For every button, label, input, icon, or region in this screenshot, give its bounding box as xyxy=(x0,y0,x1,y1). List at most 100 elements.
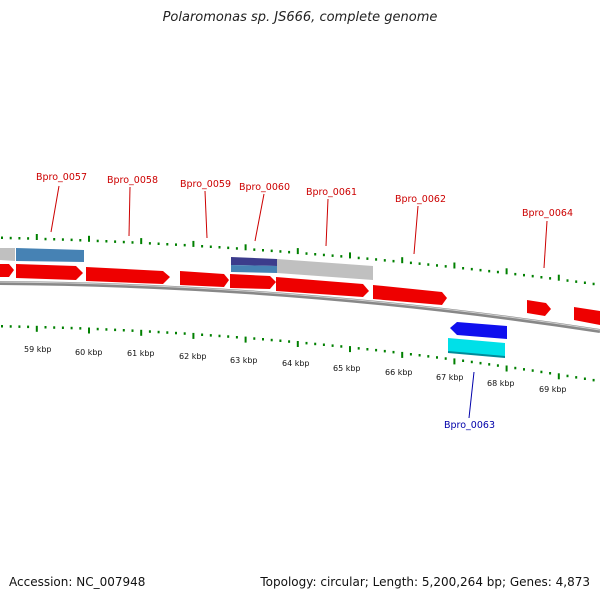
gene-arrow-56 xyxy=(0,264,14,277)
outer-track-tick xyxy=(140,238,143,245)
gene-label-bpro-0064[interactable]: Bpro_0064 xyxy=(522,208,573,219)
outer-track-tick xyxy=(209,245,212,248)
inner-track-tick xyxy=(201,333,204,336)
inner-track-tick xyxy=(296,341,299,347)
inner-track-tick xyxy=(305,341,308,345)
inner-track-tick xyxy=(349,346,351,353)
inner-track-tick xyxy=(418,354,421,357)
inner-track-tick xyxy=(427,355,430,358)
inner-track-tick xyxy=(166,331,169,334)
scale-label-68: 68 kbp xyxy=(487,379,515,388)
feature-box-left-gray xyxy=(0,248,15,261)
inner-track-tick xyxy=(340,345,343,348)
outer-track-tick xyxy=(331,254,334,257)
gene-arrow-59 xyxy=(180,271,229,287)
inner-track-tick xyxy=(479,361,482,365)
inner-track-tick xyxy=(61,326,64,329)
scale-label-64: 64 kbp xyxy=(282,359,310,368)
inner-track-tick xyxy=(322,343,325,346)
gene-label-bpro-0058[interactable]: Bpro_0058 xyxy=(107,175,158,186)
forward-features xyxy=(0,248,373,280)
outer-track-tick xyxy=(514,272,517,276)
leader-bpro-0063 xyxy=(468,371,475,419)
outer-track-tick xyxy=(1,236,3,239)
leader-bpro-0058 xyxy=(128,186,131,237)
inner-track-tick xyxy=(366,348,369,351)
gene-label-bpro-0062[interactable]: Bpro_0062 xyxy=(395,194,446,205)
scale-label-59: 59 kbp xyxy=(24,345,52,354)
outer-track-tick xyxy=(175,243,177,246)
inner-track-tick xyxy=(235,336,238,339)
feature-box-gray-61 xyxy=(277,259,373,280)
inner-track-tick xyxy=(183,332,186,335)
outer-track-tick xyxy=(35,234,38,240)
inner-track-tick xyxy=(122,329,125,332)
scale-label-62: 62 kbp xyxy=(179,352,207,361)
inner-track-tick xyxy=(105,328,108,331)
scale-label-69: 69 kbp xyxy=(539,385,567,394)
outer-track-tick xyxy=(592,282,595,286)
outer-track-tick xyxy=(505,268,508,275)
outer-track-tick xyxy=(9,236,12,240)
inner-track-tick xyxy=(209,334,212,337)
inner-track-tick xyxy=(453,358,456,365)
inner-track-tick xyxy=(549,372,552,375)
inner-track-tick xyxy=(583,377,586,380)
inner-track-tick xyxy=(192,332,195,339)
gene-label-bpro-0057[interactable]: Bpro_0057 xyxy=(36,172,87,183)
gene-label-bpro-0061[interactable]: Bpro_0061 xyxy=(306,187,357,198)
gene-label-bpro-0060[interactable]: Bpro_0060 xyxy=(239,182,290,193)
outer-track-tick xyxy=(18,237,21,240)
outer-track-tick xyxy=(61,238,64,241)
outer-track-tick xyxy=(279,250,282,253)
gene-label-bpro-0063[interactable]: Bpro_0063 xyxy=(444,420,495,431)
outer-track-tick xyxy=(79,239,82,242)
label-leaders xyxy=(50,185,548,419)
inner-track-tick xyxy=(114,328,117,332)
outer-track-tick xyxy=(70,238,73,242)
inner-track-tick xyxy=(470,360,473,364)
inner-track-tick xyxy=(279,339,282,342)
leader-bpro-0059 xyxy=(204,190,208,239)
inner-track-tick xyxy=(27,325,30,329)
inner-track-tick xyxy=(140,329,143,336)
outer-track-tick xyxy=(357,256,360,260)
outer-track-tick xyxy=(114,240,117,243)
outer-track-tick xyxy=(131,241,134,244)
outer-track-tick xyxy=(122,240,125,244)
genome-backbone-highlight xyxy=(0,281,600,331)
outer-track-tick xyxy=(44,237,47,241)
outer-track-tick xyxy=(218,246,221,249)
outer-track-tick xyxy=(183,243,186,247)
inner-track-tick xyxy=(331,344,334,347)
outer-track-tick xyxy=(288,250,291,254)
outer-track-tick xyxy=(531,274,534,278)
outer-track-tick xyxy=(227,246,230,250)
inner-track-tick xyxy=(175,331,177,335)
inner-track-tick xyxy=(157,330,160,334)
feature-box-blue-57 xyxy=(16,248,84,262)
inner-track-tick xyxy=(244,336,247,343)
inner-track-tick xyxy=(357,347,360,350)
gene-labels: Bpro_0057 Bpro_0058 Bpro_0059 Bpro_0060 … xyxy=(36,172,573,431)
scale-label-65: 65 kbp xyxy=(333,364,361,373)
outer-track-tick xyxy=(401,257,404,264)
inner-track-tick xyxy=(35,325,38,332)
outer-track-tick xyxy=(540,276,543,279)
outer-track-tick xyxy=(148,242,151,245)
outer-track-tick xyxy=(270,249,273,253)
inner-track-tick xyxy=(436,356,438,359)
gene-label-bpro-0059[interactable]: Bpro_0059 xyxy=(180,179,231,190)
outer-track-tick xyxy=(166,243,169,246)
outer-track-tick xyxy=(340,255,343,258)
scale-label-67: 67 kbp xyxy=(436,373,464,382)
inner-track-tick xyxy=(79,327,82,330)
outer-track-tick xyxy=(583,281,586,284)
gene-arrow-61 xyxy=(276,277,369,297)
inner-track-tick xyxy=(253,337,256,340)
inner-track-tick xyxy=(96,327,99,331)
outer-track-tick xyxy=(418,262,421,265)
leader-bpro-0061 xyxy=(325,198,329,247)
inner-track-tick xyxy=(514,366,517,370)
outer-track-tick xyxy=(479,268,482,272)
